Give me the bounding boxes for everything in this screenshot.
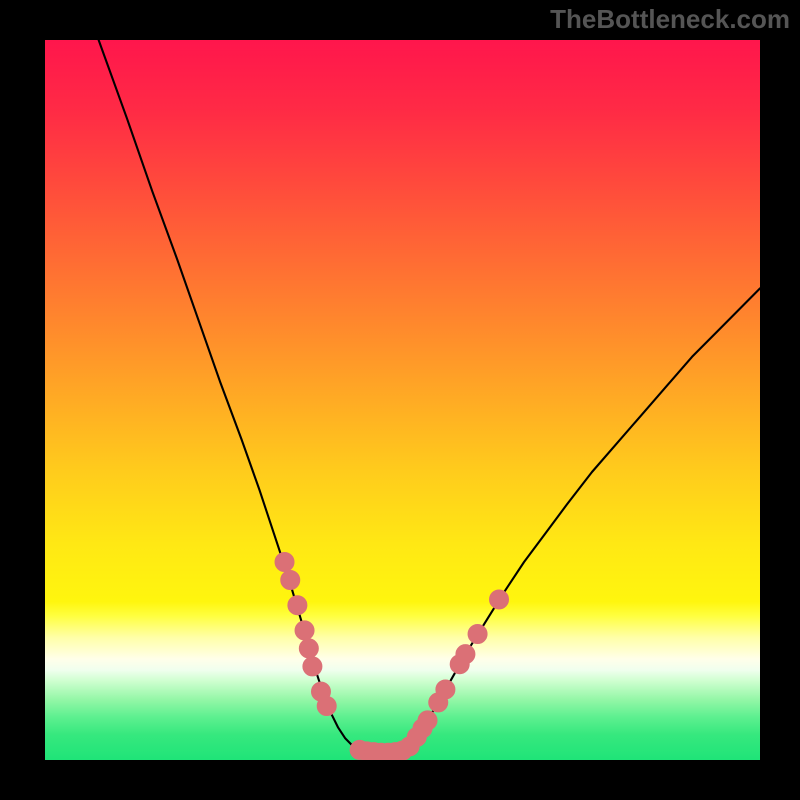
- marker-point: [303, 657, 322, 676]
- plot-background: [45, 40, 760, 760]
- marker-point: [275, 553, 294, 572]
- marker-point: [281, 571, 300, 590]
- marker-point: [490, 590, 509, 609]
- stage: TheBottleneck.com: [0, 0, 800, 800]
- marker-point: [288, 596, 307, 615]
- marker-point: [418, 711, 437, 730]
- marker-point: [317, 697, 336, 716]
- marker-point: [456, 645, 475, 664]
- marker-point: [436, 680, 455, 699]
- watermark-text: TheBottleneck.com: [550, 4, 790, 35]
- marker-point: [299, 639, 318, 658]
- bottleneck-chart: [0, 0, 800, 800]
- marker-point: [468, 625, 487, 644]
- marker-point: [295, 621, 314, 640]
